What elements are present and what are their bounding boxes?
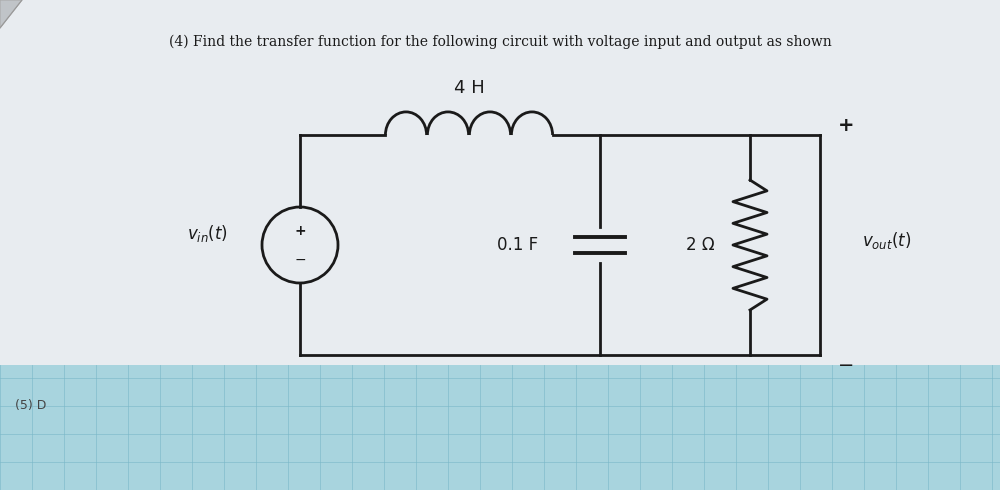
- Text: 4 H: 4 H: [454, 79, 484, 97]
- Text: +: +: [294, 224, 306, 238]
- Text: 0.1 F: 0.1 F: [497, 236, 538, 254]
- Text: $v_{in}(t)$: $v_{in}(t)$: [187, 222, 228, 244]
- Text: +: +: [838, 116, 854, 134]
- Text: $v_{out}(t)$: $v_{out}(t)$: [862, 229, 911, 250]
- Polygon shape: [0, 0, 22, 28]
- Bar: [0, 0, 1000, 355]
- Text: −: −: [838, 356, 854, 374]
- Text: 2 Ω: 2 Ω: [686, 236, 715, 254]
- Text: $-$: $-$: [294, 252, 306, 266]
- Text: (5) D: (5) D: [15, 398, 46, 412]
- Text: (4) Find the transfer function for the following circuit with voltage input and : (4) Find the transfer function for the f…: [169, 35, 831, 49]
